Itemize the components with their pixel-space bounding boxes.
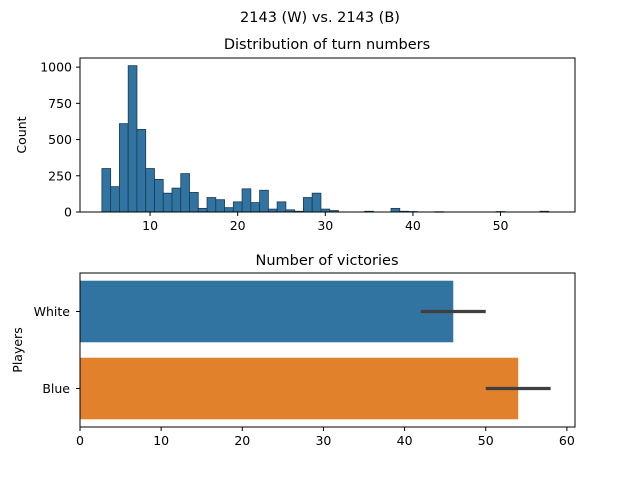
victory-bar-white — [80, 280, 454, 343]
victories-panel: Number of victories 0 10 20 30 40 50 60 White B… — [10, 253, 576, 448]
histogram-bar — [197, 207, 208, 213]
victories-x-tick-label: 40 — [397, 433, 413, 448]
victories-x-tick-label: 30 — [315, 433, 331, 448]
histogram-y-ticks: 0 250 500 750 1000 — [40, 60, 80, 220]
histogram-y-axis-label: Count — [14, 116, 29, 153]
histogram-bar — [119, 123, 129, 213]
victories-x-tick-label: 50 — [478, 433, 494, 448]
victories-x-tick-label: 20 — [234, 433, 250, 448]
histogram-bar — [276, 201, 287, 213]
victories-y-tick-label: Blue — [42, 381, 70, 396]
histogram-bar — [171, 187, 182, 213]
histogram-y-tick-label: 1000 — [40, 60, 72, 75]
histogram-bar — [390, 207, 401, 213]
histogram-x-tick-label: 30 — [317, 218, 333, 233]
histogram-bar — [250, 202, 261, 213]
victories-x-tick-label: 60 — [559, 433, 575, 448]
histogram-bar — [110, 186, 120, 213]
victories-x-tick-label: 0 — [76, 433, 84, 448]
histogram-bar — [311, 192, 322, 213]
victories-y-ticks: White Blue — [34, 304, 80, 396]
histogram-bar — [224, 207, 234, 213]
histogram-y-tick-label: 500 — [48, 132, 72, 147]
histogram-bar — [154, 179, 164, 213]
histogram-bar — [232, 201, 243, 213]
victories-x-ticks: 0 10 20 30 40 50 60 — [76, 427, 575, 448]
histogram-title: Distribution of turn numbers — [224, 37, 430, 53]
histogram-y-tick-label: 250 — [48, 168, 72, 183]
histogram-x-tick-label: 40 — [405, 218, 421, 233]
victories-title: Number of victories — [255, 253, 398, 269]
histogram-bar — [206, 197, 217, 213]
histogram-y-tick-label: 750 — [48, 96, 72, 111]
histogram-bar — [101, 168, 112, 213]
victories-axes-frame — [79, 272, 576, 428]
histogram-y-tick-label: 0 — [64, 205, 72, 220]
histogram-bar — [189, 192, 199, 213]
histogram-x-tick-label: 10 — [142, 218, 158, 233]
histogram-x-tick-label: 20 — [230, 218, 246, 233]
victories-y-tick-label: White — [34, 304, 71, 319]
figure-suptitle: 2143 (W) vs. 2143 (B) — [240, 10, 400, 26]
histogram-bar — [136, 129, 147, 213]
victories-y-axis-label: Players — [10, 327, 25, 372]
victory-bar-blue — [80, 357, 519, 420]
histogram-bar — [145, 168, 155, 213]
histogram-bar — [215, 199, 225, 213]
histogram-x-tick-label: 50 — [493, 218, 509, 233]
histogram-bar — [241, 188, 252, 213]
histogram-bar — [180, 173, 190, 213]
histogram-bar — [303, 197, 313, 213]
histogram-panel: Distribution of turn numbers 10 20 30 40 50 … — [14, 37, 576, 233]
histogram-bar — [127, 65, 138, 213]
histogram-x-ticks: 10 20 30 40 50 — [142, 212, 509, 233]
histogram-bar — [162, 192, 173, 213]
histogram-axes-frame — [79, 57, 576, 213]
victories-x-tick-label: 10 — [153, 433, 169, 448]
histogram-bars — [101, 65, 550, 213]
histogram-bar — [259, 189, 269, 213]
victories-bars — [80, 280, 551, 420]
